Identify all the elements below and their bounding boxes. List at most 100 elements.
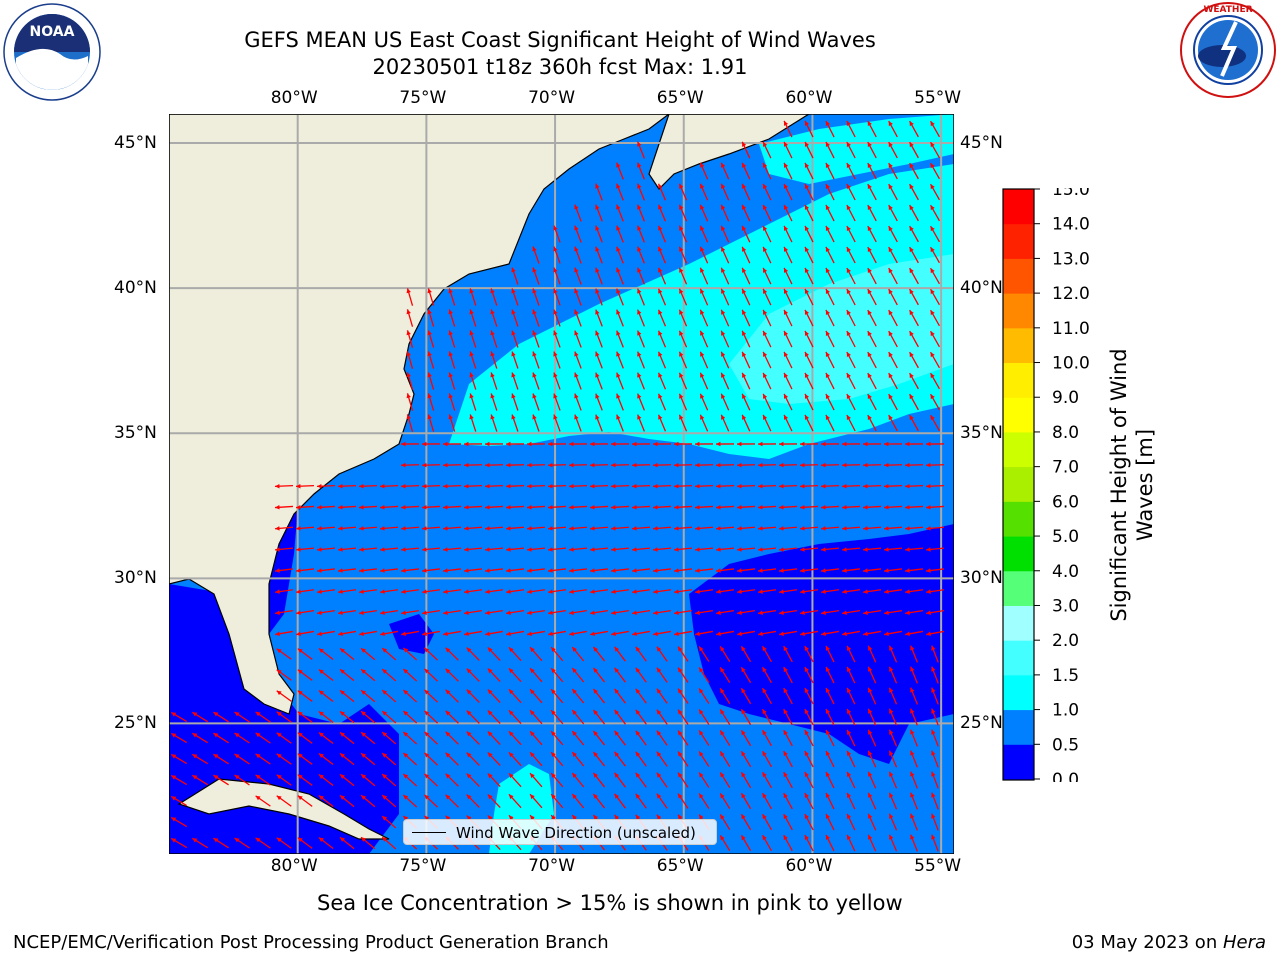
wind-wave-arrowhead <box>825 666 831 672</box>
wind-wave-arrowhead <box>572 668 577 673</box>
wind-wave-arrowhead <box>317 526 322 531</box>
wind-wave-arrowhead <box>888 373 893 379</box>
wind-wave-arrowhead <box>905 483 910 489</box>
wind-wave-arrowhead <box>427 330 432 336</box>
wind-wave-arrowhead <box>487 668 493 674</box>
wind-wave-arrowhead <box>296 483 301 489</box>
wind-wave-arrowhead <box>846 415 851 421</box>
wind-wave-arrowhead <box>763 330 768 336</box>
wind-wave-arrowhead <box>804 246 810 252</box>
wind-wave-arrowhead <box>593 814 598 820</box>
wind-wave-arrowhead <box>742 309 747 315</box>
wind-wave-arrowhead <box>762 793 767 799</box>
wind-wave-arrowhead <box>737 631 742 637</box>
wind-wave-arrowhead <box>741 688 746 694</box>
wind-wave-arrowhead <box>842 589 847 594</box>
wind-wave-arrowhead <box>720 835 725 841</box>
wind-wave-arrowhead <box>700 204 705 210</box>
wind-wave-arrowhead <box>716 505 721 510</box>
wind-wave-arrowhead <box>275 483 280 489</box>
wind-wave-arrowhead <box>779 568 784 573</box>
wind-wave-arrowhead <box>741 751 746 757</box>
wind-wave-arrowhead <box>403 710 409 716</box>
wind-wave-arrowhead <box>422 547 427 552</box>
wind-wave-arrowhead <box>590 631 595 637</box>
wind-wave-arrowhead <box>867 205 872 211</box>
wind-wave-arrowhead <box>569 568 574 573</box>
wind-wave-arrowhead <box>551 752 556 757</box>
wind-wave-arrowhead <box>888 184 893 190</box>
wind-wave-arrowhead <box>763 309 768 315</box>
wind-wave-arrowhead <box>695 547 700 552</box>
wind-wave-arrowhead <box>466 668 472 674</box>
wind-wave-arrowhead <box>804 793 809 799</box>
wind-wave-arrowhead <box>469 372 474 378</box>
wind-wave-arrowhead <box>842 610 847 615</box>
wind-wave-arrowhead <box>909 415 914 421</box>
wind-wave-arrowhead <box>443 547 448 552</box>
wind-wave-arrowhead <box>931 666 936 672</box>
wind-wave-arrowhead <box>632 526 637 531</box>
wind-wave-arrowhead <box>679 414 684 420</box>
wind-wave-arrowhead <box>574 204 579 210</box>
wind-wave-arrowhead <box>382 669 388 674</box>
lat-label-left: 45°N <box>114 133 157 154</box>
wind-wave-arrowhead <box>737 610 742 615</box>
wind-wave-arrowhead <box>910 750 915 756</box>
wind-wave-arrowhead <box>656 772 662 778</box>
wind-wave-arrowhead <box>804 772 809 778</box>
wind-wave-arrowhead <box>763 288 768 294</box>
lat-label-left: 40°N <box>114 278 157 299</box>
wind-wave-arrowhead <box>361 753 366 758</box>
wind-wave-arrowhead <box>340 795 345 800</box>
lon-label-bottom: 55°W <box>914 856 962 876</box>
wind-wave-arrowhead <box>867 373 872 379</box>
sea-ice-caption: Sea Ice Concentration > 15% is shown in … <box>317 891 903 915</box>
wind-wave-arrowhead <box>905 505 910 510</box>
wind-wave-arrowhead <box>720 772 725 778</box>
wind-wave-arrowhead <box>297 648 303 654</box>
wind-wave-arrowhead <box>276 669 282 675</box>
wind-wave-arrowhead <box>656 688 662 694</box>
wind-wave-arrowhead <box>931 771 936 777</box>
wind-wave-arrowhead <box>401 568 406 573</box>
wind-wave-arrowhead <box>716 610 721 615</box>
wind-wave-arrowhead <box>485 631 490 637</box>
wind-wave-arrowhead <box>361 837 366 842</box>
wind-wave-arrowhead <box>804 183 810 189</box>
wind-wave-arrowhead <box>825 729 831 735</box>
wind-wave-arrowhead <box>448 414 453 420</box>
wind-wave-arrowhead <box>466 752 472 758</box>
wind-wave-arrowhead <box>653 483 658 489</box>
wind-wave-arrowhead <box>297 753 303 759</box>
wind-wave-arrowhead <box>595 288 600 294</box>
wind-wave-arrowhead <box>721 162 726 168</box>
wind-wave-arrowhead <box>783 393 789 399</box>
wind-wave-arrowhead <box>783 246 789 252</box>
wind-wave-arrowhead <box>779 462 784 468</box>
wind-wave-arrowhead <box>527 483 532 489</box>
wind-wave-arrowhead <box>842 505 847 510</box>
wind-wave-arrowhead <box>737 441 742 447</box>
wind-wave-arrowhead <box>758 505 763 510</box>
wind-wave-arrowhead <box>783 772 788 778</box>
wind-wave-arrowhead <box>401 526 406 531</box>
wind-wave-arrowhead <box>763 183 768 189</box>
wind-wave-arrowhead <box>508 710 514 716</box>
wind-wave-arrowhead <box>469 330 474 336</box>
wind-wave-arrowhead <box>868 645 873 651</box>
wind-wave-arrowhead <box>595 225 600 231</box>
wind-wave-arrowhead <box>527 526 532 531</box>
wind-wave-arrowhead <box>569 631 574 637</box>
wind-wave-arrowhead <box>448 288 453 294</box>
wind-wave-arrowhead <box>742 183 747 189</box>
wind-wave-arrowhead <box>720 688 725 694</box>
wind-wave-arrowhead <box>742 267 747 273</box>
wind-wave-arrowhead <box>511 309 516 315</box>
wind-wave-arrowhead <box>595 372 600 378</box>
wind-wave-arrowhead <box>553 267 558 273</box>
wind-wave-arrowhead <box>338 610 343 615</box>
wind-wave-arrowhead <box>783 372 789 378</box>
wind-wave-arrowhead <box>361 732 366 737</box>
wind-wave-arrowhead <box>276 837 282 843</box>
